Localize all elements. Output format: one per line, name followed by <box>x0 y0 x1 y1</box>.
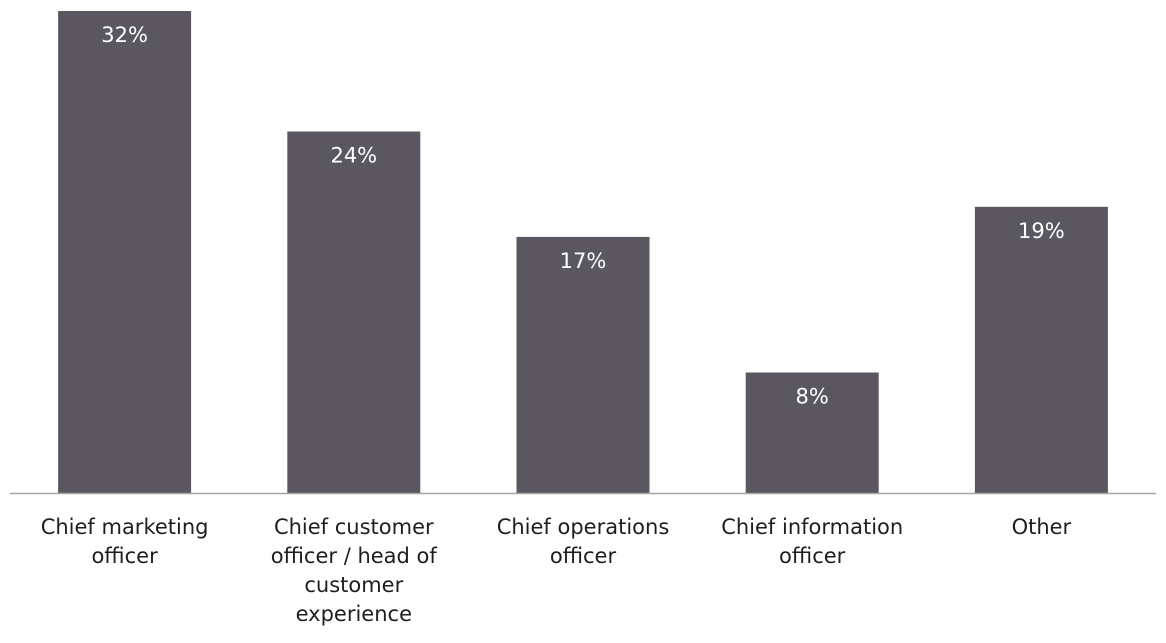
bar-2 <box>287 131 421 493</box>
bar-3 <box>516 236 650 493</box>
bar-value-label-4: 8% <box>796 385 829 409</box>
bar-value-label-3: 17% <box>560 249 607 273</box>
category-label-1: Chief marketing officer <box>40 515 209 568</box>
category-label-2: Chief customer officer / head of customer e… <box>270 515 437 626</box>
category-label-3: Chief operations officer <box>496 515 670 568</box>
bar-5 <box>974 206 1108 494</box>
category-label-4: Chief information officer <box>721 515 904 568</box>
bar-4 <box>745 372 879 493</box>
bar-value-label-2: 24% <box>330 144 377 168</box>
value-labels: 32% 24% 17% 8% 19% <box>101 23 1064 409</box>
category-label-5: Other <box>1011 515 1072 539</box>
bar-value-label-1: 32% <box>101 23 148 47</box>
bars <box>58 11 1108 494</box>
bar-value-label-5: 19% <box>1018 219 1065 243</box>
bar-1 <box>58 11 192 493</box>
